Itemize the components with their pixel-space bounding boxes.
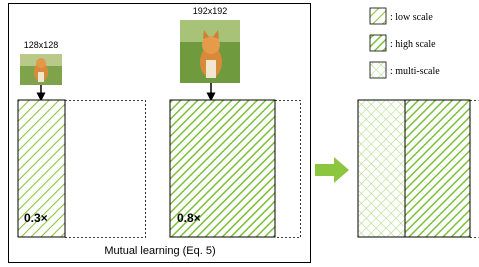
transition-arrow bbox=[315, 157, 349, 183]
dashed-extent bbox=[275, 101, 301, 238]
multi-scale-block bbox=[358, 100, 405, 237]
diagram: 128x128 0.3× 192x192 0.8× Mutual learnin… bbox=[0, 0, 479, 267]
small-input-image bbox=[20, 54, 62, 85]
legend-label: : high scale bbox=[390, 39, 436, 50]
dashed-extent bbox=[65, 101, 146, 238]
legend-swatch bbox=[370, 62, 386, 78]
legend-label: : multi-scale bbox=[390, 66, 440, 77]
legend-label: : low scale bbox=[390, 12, 433, 23]
large-input-label: 192x192 bbox=[193, 6, 228, 16]
large-ratio: 0.8× bbox=[177, 211, 201, 225]
caption: Mutual learning (Eq. 5) bbox=[104, 245, 215, 257]
large-input-image bbox=[180, 20, 240, 83]
dashed-extent bbox=[470, 101, 479, 238]
legend-swatch bbox=[370, 8, 386, 24]
legend-swatch bbox=[370, 35, 386, 51]
small-input-label: 128x128 bbox=[24, 40, 59, 50]
small-ratio: 0.3× bbox=[24, 211, 48, 225]
high-scale-block bbox=[405, 100, 470, 237]
